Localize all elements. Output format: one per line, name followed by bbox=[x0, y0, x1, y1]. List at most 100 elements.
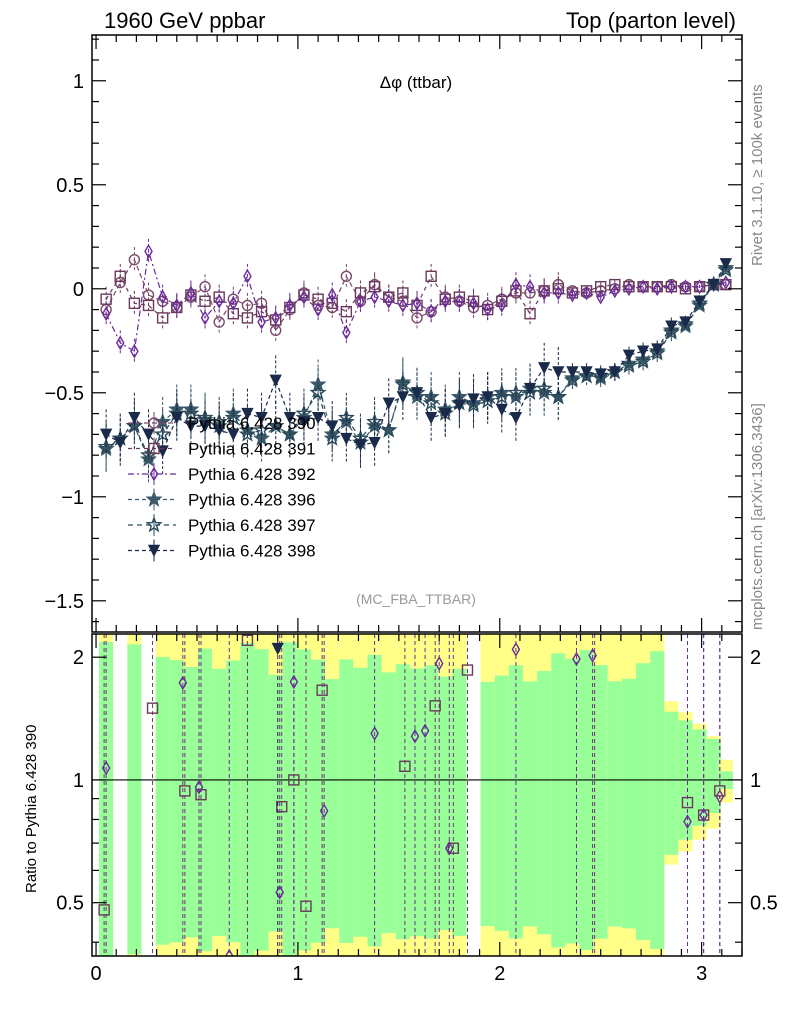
data-point bbox=[297, 416, 311, 429]
data-point bbox=[552, 366, 565, 379]
data-point bbox=[283, 412, 296, 425]
data-point bbox=[465, 396, 483, 413]
ratio-point bbox=[98, 904, 110, 916]
data-point bbox=[255, 412, 268, 425]
ratio-y-tick-label: 0.5 bbox=[56, 893, 84, 915]
band-green bbox=[593, 665, 608, 939]
data-point bbox=[114, 276, 126, 289]
ratio-series bbox=[98, 634, 726, 956]
ratio-point bbox=[316, 684, 328, 696]
band-green bbox=[311, 659, 326, 943]
data-point bbox=[170, 412, 183, 425]
data-point bbox=[426, 304, 436, 320]
ratio-point bbox=[588, 955, 601, 956]
data-point bbox=[99, 428, 113, 441]
data-point bbox=[368, 437, 381, 450]
data-point bbox=[652, 281, 662, 297]
band-green bbox=[339, 659, 354, 943]
ratio-y-tick-label-right: 0.5 bbox=[750, 893, 778, 915]
band-green bbox=[607, 681, 622, 927]
x-tick-label: 2 bbox=[494, 963, 505, 985]
data-point bbox=[524, 287, 536, 299]
legend-label: Pythia 6.428 392 bbox=[188, 465, 316, 484]
legend-entry: Pythia 6.428 397 bbox=[128, 514, 316, 536]
legend-marker bbox=[149, 466, 159, 482]
band-green bbox=[409, 668, 425, 937]
ratio-point bbox=[300, 900, 312, 912]
ratio-point bbox=[275, 884, 285, 900]
legend-entry: Pythia 6.428 398 bbox=[128, 539, 316, 562]
data-point bbox=[340, 270, 353, 282]
data-point bbox=[693, 295, 706, 308]
data-point bbox=[523, 382, 537, 396]
data-point bbox=[186, 285, 196, 301]
data-point bbox=[552, 283, 565, 295]
band-green bbox=[551, 653, 566, 948]
band-green bbox=[395, 664, 410, 940]
data-point bbox=[721, 275, 731, 290]
legend-entry: Pythia 6.428 396 bbox=[128, 488, 316, 511]
data-point bbox=[128, 412, 141, 425]
data-point bbox=[238, 425, 257, 442]
band-green bbox=[692, 729, 707, 826]
data-point bbox=[425, 270, 437, 282]
legend-entry: Pythia 6.428 390 bbox=[128, 412, 316, 434]
series-line bbox=[105, 258, 726, 332]
data-point bbox=[285, 298, 295, 313]
legend-marker bbox=[148, 417, 160, 429]
series-pythia-6.428-398 bbox=[99, 258, 732, 476]
band-green bbox=[325, 679, 340, 929]
data-point bbox=[313, 302, 323, 317]
legend-label: Pythia 6.428 391 bbox=[188, 440, 316, 459]
data-point bbox=[269, 374, 282, 387]
data-point bbox=[453, 399, 466, 412]
band-green bbox=[565, 658, 580, 944]
legend-marker bbox=[145, 490, 163, 507]
data-point bbox=[340, 432, 353, 446]
main-y-tick-label: −0.5 bbox=[45, 383, 84, 405]
band-green bbox=[438, 676, 453, 931]
data-point bbox=[114, 270, 126, 282]
side-label-bottom: mcplots.cern.ch [arXiv:1306.3436] bbox=[749, 403, 766, 630]
series-pythia-6.428-392 bbox=[101, 238, 731, 364]
header-left: 1960 GeV ppbar bbox=[104, 8, 265, 33]
ratio-point bbox=[370, 726, 379, 741]
data-point bbox=[580, 366, 593, 379]
ratio-point bbox=[699, 807, 708, 823]
legend-label: Pythia 6.428 390 bbox=[188, 414, 316, 433]
data-point bbox=[130, 343, 139, 359]
side-label-top: Rivet 3.1.10, ≥ 100k events bbox=[749, 84, 766, 266]
data-point bbox=[509, 412, 523, 425]
data-point bbox=[198, 420, 212, 433]
main-plot-frame bbox=[91, 34, 743, 633]
data-point bbox=[241, 407, 254, 421]
data-point bbox=[594, 368, 607, 381]
data-point bbox=[243, 268, 252, 284]
band-green bbox=[226, 660, 241, 943]
main-series bbox=[97, 238, 735, 485]
data-point bbox=[311, 412, 325, 425]
ratio-point bbox=[289, 674, 299, 690]
data-point bbox=[281, 425, 299, 442]
band-green bbox=[155, 656, 170, 945]
data-point bbox=[566, 366, 579, 379]
legend-entry: Pythia 6.428 391 bbox=[128, 437, 316, 460]
band-green bbox=[282, 642, 297, 956]
data-point bbox=[483, 302, 492, 317]
x-tick-label: 3 bbox=[696, 963, 707, 985]
main-y-tick-label: 0 bbox=[73, 279, 84, 301]
data-point bbox=[481, 391, 494, 404]
data-point bbox=[568, 287, 577, 303]
data-point bbox=[624, 281, 634, 297]
data-point bbox=[535, 379, 553, 396]
ratio-point bbox=[194, 779, 204, 795]
data-point bbox=[510, 285, 522, 297]
data-point bbox=[525, 279, 535, 295]
data-point bbox=[665, 320, 678, 333]
observable-label: Δφ (ttbar) bbox=[380, 73, 452, 92]
ratio-point bbox=[588, 648, 597, 663]
ratio-point bbox=[146, 702, 159, 714]
band-green bbox=[367, 654, 382, 947]
legend-label: Pythia 6.428 396 bbox=[188, 491, 316, 510]
ratio-point bbox=[683, 814, 692, 830]
